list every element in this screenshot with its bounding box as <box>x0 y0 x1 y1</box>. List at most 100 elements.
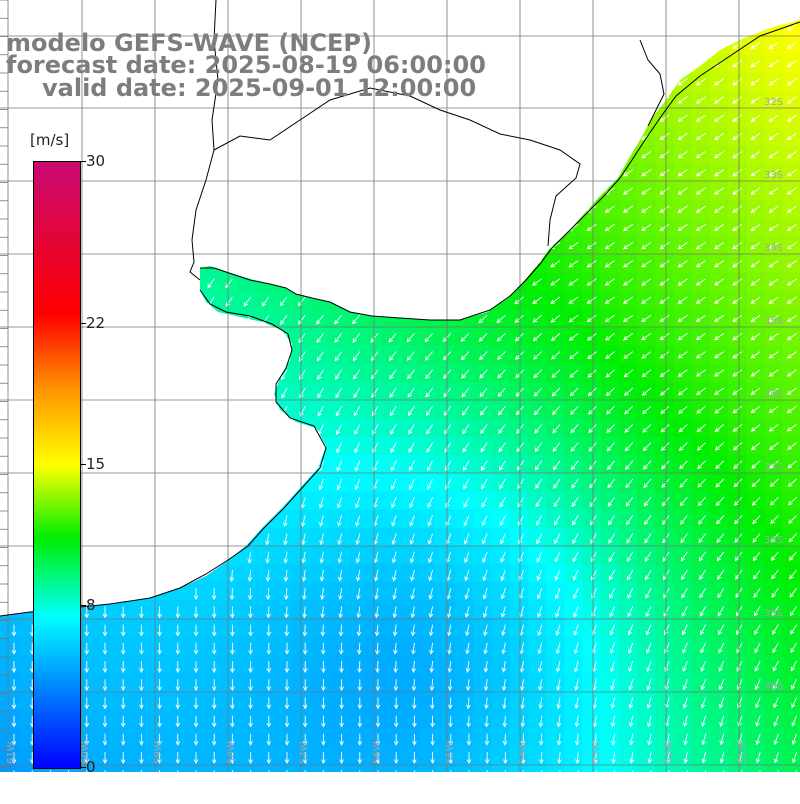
wind-speed-cell <box>619 455 638 474</box>
wind-speed-cell <box>564 419 583 438</box>
wind-speed-cell <box>655 601 674 620</box>
wind-speed-cell <box>728 528 747 547</box>
wind-speed-cell <box>637 637 656 656</box>
wind-speed-cell <box>619 746 638 765</box>
wind-speed-cell <box>510 419 529 438</box>
wind-speed-cell <box>273 692 292 711</box>
wind-speed-cell <box>328 510 347 529</box>
wind-speed-cell <box>309 746 328 765</box>
wind-speed-cell <box>309 400 328 419</box>
wind-speed-cell <box>710 746 729 765</box>
wind-speed-cell <box>473 637 492 656</box>
wind-speed-cell <box>382 328 401 347</box>
wind-speed-cell <box>710 491 729 510</box>
wind-speed-cell <box>109 673 128 692</box>
wind-speed-cell <box>437 692 456 711</box>
wind-speed-cell <box>255 746 274 765</box>
wind-speed-cell <box>473 673 492 692</box>
wind-speed-cell <box>564 455 583 474</box>
wind-speed-cell <box>491 510 510 529</box>
wind-speed-cell <box>309 328 328 347</box>
wind-speed-cell <box>746 746 765 765</box>
wind-speed-cell <box>619 491 638 510</box>
wind-speed-cell <box>510 491 529 510</box>
wind-speed-cell <box>419 710 438 729</box>
wind-speed-cell <box>546 491 565 510</box>
wind-speed-cell <box>546 382 565 401</box>
wind-speed-cell <box>200 728 219 747</box>
wind-speed-cell <box>637 419 656 438</box>
wind-speed-cell <box>637 673 656 692</box>
wind-speed-cell <box>346 546 365 565</box>
wind-speed-cell <box>673 582 692 601</box>
wind-speed-cell <box>601 728 620 747</box>
wind-speed-cell <box>419 455 438 474</box>
wind-speed-cell <box>673 510 692 529</box>
wind-speed-cell <box>91 692 110 711</box>
wind-speed-cell <box>328 746 347 765</box>
wind-speed-cell <box>601 491 620 510</box>
wind-speed-cell <box>546 510 565 529</box>
wind-speed-cell <box>746 601 765 620</box>
wind-speed-cell <box>127 692 146 711</box>
wind-speed-cell <box>746 546 765 565</box>
wind-speed-cell <box>546 710 565 729</box>
wind-speed-cell <box>255 655 274 674</box>
wind-speed-cell <box>346 400 365 419</box>
wind-speed-cell <box>619 710 638 729</box>
wind-speed-cell <box>655 582 674 601</box>
wind-speed-cell <box>237 291 256 310</box>
wind-speed-cell <box>273 528 292 547</box>
wind-speed-cell <box>346 382 365 401</box>
wind-speed-cell <box>309 637 328 656</box>
wind-speed-cell <box>491 619 510 638</box>
wind-speed-cell <box>419 528 438 547</box>
wind-speed-cell <box>582 528 601 547</box>
wind-speed-cell <box>764 619 783 638</box>
wind-speed-cell <box>564 473 583 492</box>
wind-speed-cell <box>528 491 547 510</box>
wind-speed-cell <box>673 673 692 692</box>
wind-speed-cell <box>710 455 729 474</box>
wind-speed-cell <box>255 619 274 638</box>
wind-speed-cell <box>437 473 456 492</box>
wind-speed-cell <box>473 491 492 510</box>
wind-speed-cell <box>619 673 638 692</box>
wind-speed-cell <box>783 710 800 729</box>
wind-speed-cell <box>564 692 583 711</box>
wind-speed-cell <box>546 582 565 601</box>
wind-speed-cell <box>546 473 565 492</box>
wind-speed-cell <box>637 473 656 492</box>
wind-speed-cell <box>491 692 510 711</box>
wind-speed-cell <box>673 692 692 711</box>
wind-speed-cell <box>400 364 419 383</box>
wind-speed-cell <box>400 419 419 438</box>
wind-speed-cell <box>491 564 510 583</box>
wind-speed-cell <box>564 673 583 692</box>
wind-speed-cell <box>710 710 729 729</box>
wind-speed-cell <box>546 673 565 692</box>
wind-speed-cell <box>510 637 529 656</box>
wind-speed-cell <box>127 728 146 747</box>
wind-speed-cell <box>728 510 747 529</box>
wind-speed-cell <box>346 601 365 620</box>
wind-speed-cell <box>346 673 365 692</box>
wind-speed-cell <box>655 437 674 456</box>
wind-speed-cell <box>564 637 583 656</box>
wind-speed-cell <box>764 637 783 656</box>
wind-speed-cell <box>364 510 383 529</box>
wind-speed-cell <box>455 746 474 765</box>
wind-speed-cell <box>164 746 183 765</box>
wind-speed-cell <box>637 510 656 529</box>
wind-speed-cell <box>109 619 128 638</box>
wind-speed-cell <box>346 728 365 747</box>
wind-speed-cell <box>328 491 347 510</box>
wind-speed-cell <box>564 510 583 529</box>
wind-speed-cell <box>328 364 347 383</box>
wind-speed-cell <box>455 728 474 747</box>
wind-speed-cell <box>673 546 692 565</box>
wind-speed-cell <box>637 455 656 474</box>
wind-speed-cell <box>473 437 492 456</box>
wind-speed-cell <box>419 546 438 565</box>
wind-speed-cell <box>346 510 365 529</box>
